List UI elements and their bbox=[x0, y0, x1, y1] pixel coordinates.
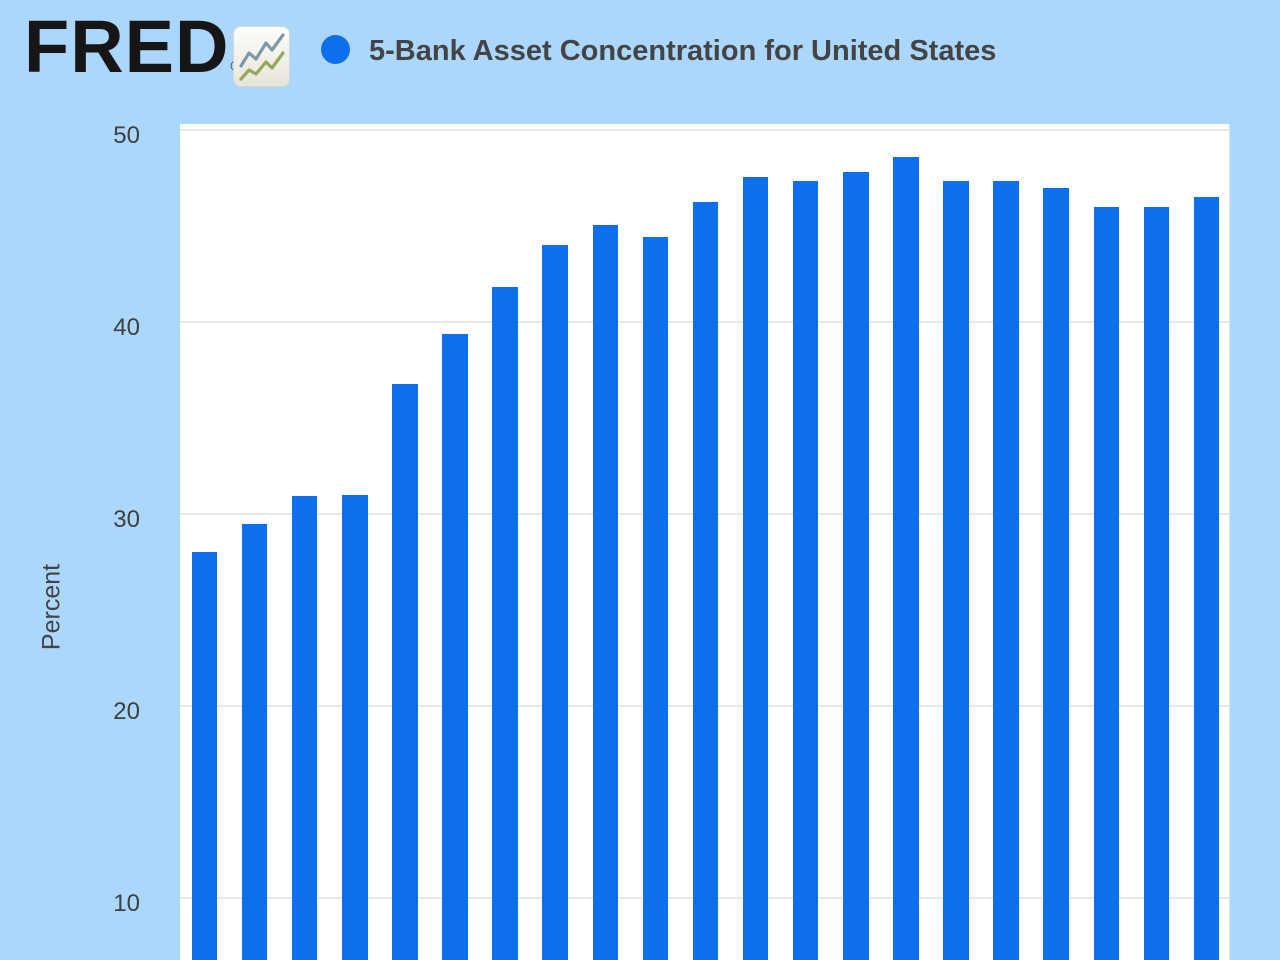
y-axis-title: Percent bbox=[37, 563, 66, 651]
bar-1998[interactable] bbox=[291, 496, 318, 960]
gridline-50 bbox=[180, 129, 1229, 131]
series-legend-dot-icon bbox=[321, 35, 350, 64]
bar-2003[interactable] bbox=[542, 245, 568, 960]
fred-logo[interactable]: FRED ® bbox=[24, 10, 242, 84]
y-tick-label-10: 10 bbox=[113, 890, 140, 917]
bar-2005[interactable] bbox=[642, 236, 669, 960]
bar-2014[interactable] bbox=[1093, 206, 1119, 960]
bar-2000[interactable] bbox=[392, 383, 418, 960]
fred-logo-text: FRED bbox=[24, 5, 230, 88]
y-tick-label-20: 20 bbox=[113, 698, 140, 725]
bar-2004[interactable] bbox=[592, 225, 618, 960]
fred-sparkline-icon bbox=[233, 26, 290, 87]
bar-2009[interactable] bbox=[843, 172, 869, 960]
bar-2007[interactable] bbox=[742, 177, 769, 960]
bar-2011[interactable] bbox=[943, 181, 969, 960]
bar-1996[interactable] bbox=[191, 551, 218, 960]
y-tick-label-40: 40 bbox=[113, 314, 140, 341]
bar-2006[interactable] bbox=[692, 201, 719, 960]
bar-2010[interactable] bbox=[893, 157, 919, 960]
bar-1997[interactable] bbox=[241, 523, 268, 960]
bar-2016[interactable] bbox=[1193, 197, 1220, 960]
bar-2001[interactable] bbox=[442, 334, 468, 960]
bar-2013[interactable] bbox=[1043, 188, 1069, 960]
bar-2012[interactable] bbox=[993, 181, 1019, 960]
bar-1999[interactable] bbox=[342, 494, 368, 960]
bar-2015[interactable] bbox=[1143, 206, 1170, 960]
plot-area bbox=[180, 124, 1230, 960]
chart-title[interactable]: 5-Bank Asset Concentration for United St… bbox=[369, 35, 997, 67]
bar-2002[interactable] bbox=[492, 287, 518, 960]
chart-header: FRED ® 5-Bank Asset Concentration for Un… bbox=[0, 0, 1280, 124]
y-tick-label-30: 30 bbox=[113, 506, 140, 533]
bar-2008[interactable] bbox=[792, 180, 819, 960]
y-tick-label-50: 50 bbox=[113, 122, 140, 149]
